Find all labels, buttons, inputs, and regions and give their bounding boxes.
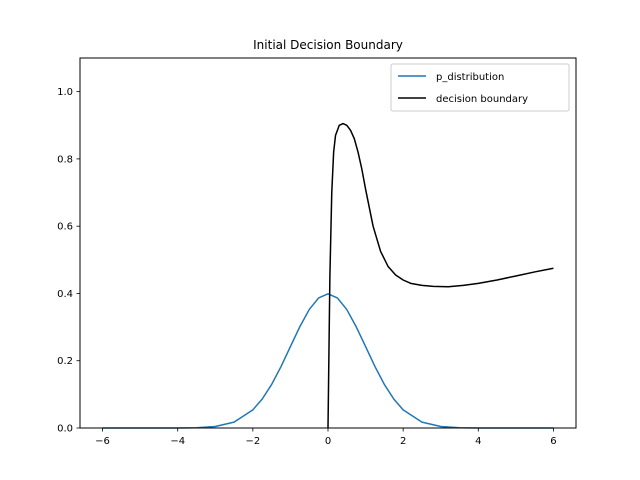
plot-area <box>102 122 554 429</box>
y-tick-label: 0.0 <box>57 424 73 435</box>
x-tick-label: −2 <box>245 436 260 447</box>
x-tick-label: −4 <box>170 436 185 447</box>
legend: p_distribution decision boundary <box>390 63 570 112</box>
y-tick-label: 0.2 <box>57 356 73 367</box>
y-tick-label: 0.4 <box>57 289 73 300</box>
y-axis: 0.0 0.2 0.4 0.6 0.8 1.0 <box>57 87 80 435</box>
x-tick-label: 0 <box>325 436 331 447</box>
series-line-decision-boundary <box>327 122 554 429</box>
x-tick-label: 2 <box>400 436 406 447</box>
series-line-p-distribution <box>102 293 554 429</box>
x-tick-label: 6 <box>550 436 556 447</box>
x-tick-label: −6 <box>95 436 110 447</box>
legend-box <box>390 63 570 112</box>
x-axis: −6 −4 −2 0 2 4 6 <box>95 428 557 447</box>
y-tick-label: 1.0 <box>57 87 73 98</box>
y-tick-label: 0.8 <box>57 154 73 165</box>
legend-label: decision boundary <box>436 94 528 105</box>
legend-label: p_distribution <box>436 72 504 83</box>
x-tick-label: 4 <box>475 436 481 447</box>
y-tick-label: 0.6 <box>57 222 73 233</box>
chart-title: Initial Decision Boundary <box>253 38 403 52</box>
